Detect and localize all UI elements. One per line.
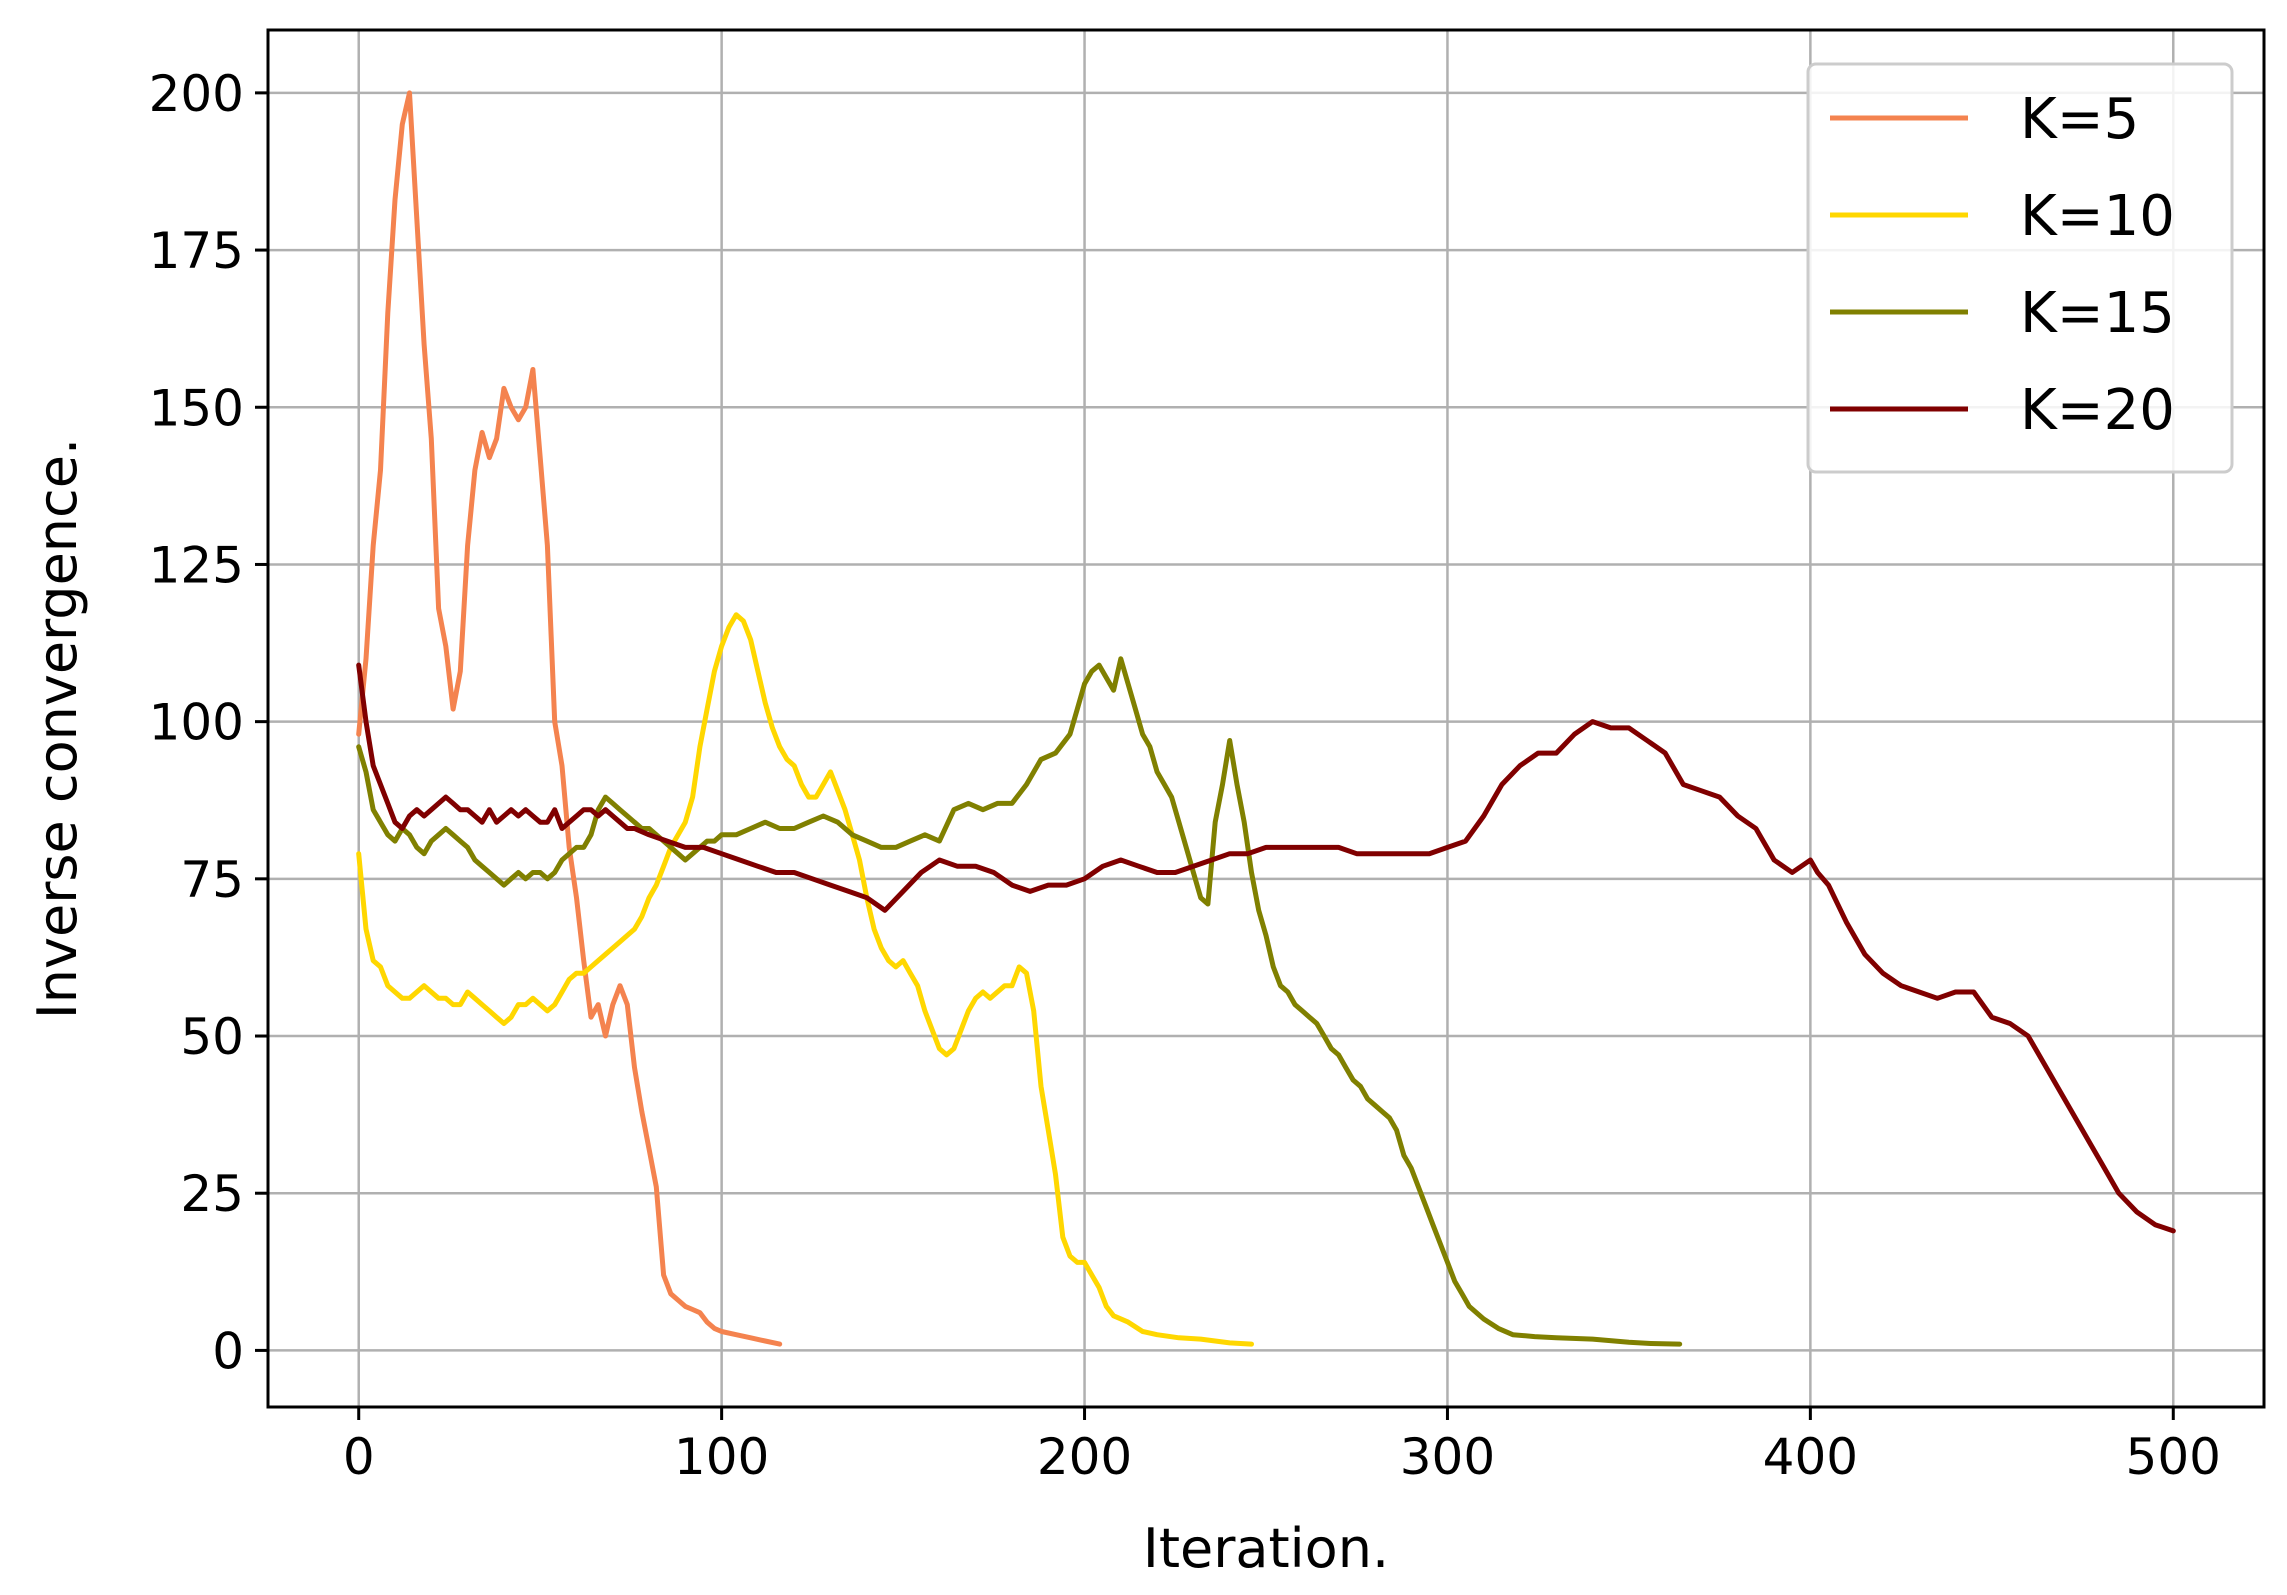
series-line-4 (356, 662, 2176, 1234)
y-tick-label: 125 (149, 536, 244, 594)
y-tick-label: 175 (149, 222, 244, 280)
legend-box (1806, 62, 2234, 474)
series-line-3 (356, 656, 1683, 1347)
x-tick-label: 200 (1037, 1428, 1132, 1486)
legend-label: K=10 (2020, 184, 2175, 249)
series-lines (356, 90, 2176, 1347)
legend-label: K=15 (2020, 281, 2175, 346)
plot-frame (266, 28, 2266, 1409)
legend-label: K=20 (2020, 378, 2175, 443)
y-tick-label: 200 (149, 65, 244, 123)
y-tick-label: 75 (180, 851, 244, 909)
y-tick-label: 50 (180, 1008, 244, 1066)
legend-label: K=5 (2020, 87, 2139, 152)
legend: K=5 K=10 K=15 K=20 (1806, 62, 2234, 474)
x-tick-label: 500 (2126, 1428, 2221, 1486)
y-tick-label: 150 (149, 379, 244, 437)
axis-ticks: 0 100 200 300 400 500 0 25 50 75 100 125 150 175 200 (149, 65, 2221, 1486)
x-tick-label: 100 (674, 1428, 769, 1486)
x-tick-label: 0 (343, 1428, 375, 1486)
series-line-2 (356, 612, 1254, 1347)
y-tick-label: 0 (212, 1322, 244, 1380)
series-line-1 (356, 90, 783, 1347)
x-tick-label: 400 (1763, 1428, 1858, 1486)
y-tick-label: 25 (180, 1165, 244, 1223)
x-axis-label: Iteration. (1143, 1517, 1389, 1580)
x-tick-label: 300 (1400, 1428, 1495, 1486)
y-tick-label: 100 (149, 694, 244, 752)
y-axis-label: Inverse convergence. (26, 438, 89, 1019)
